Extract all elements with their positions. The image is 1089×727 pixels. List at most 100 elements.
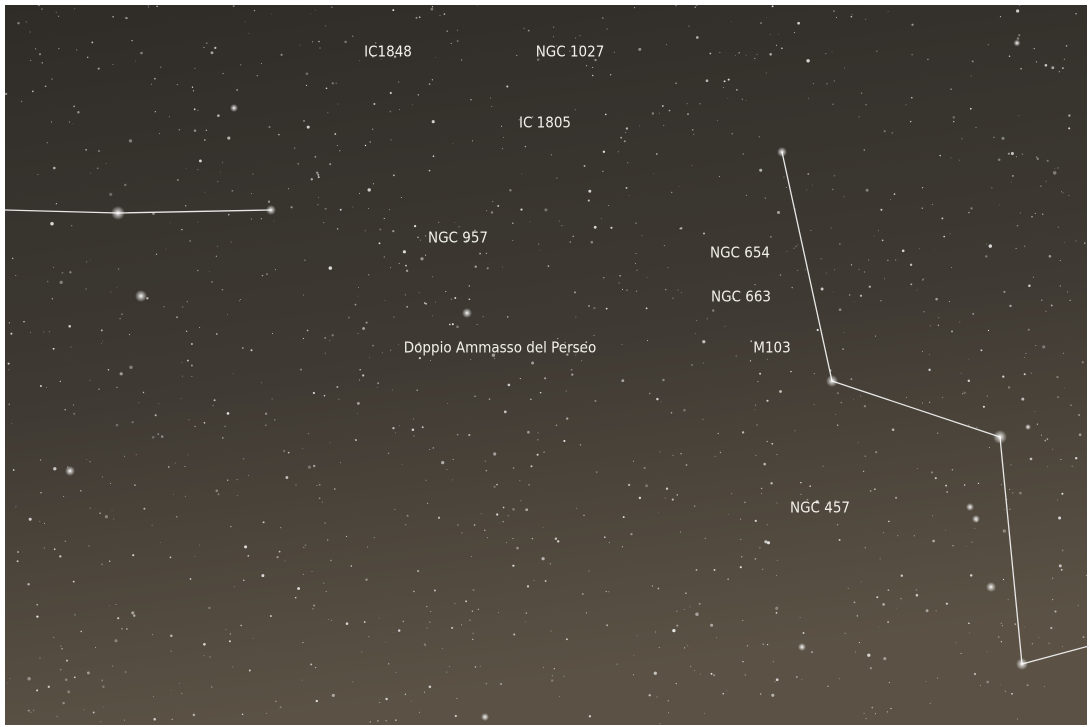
star [901,575,903,577]
star [328,619,329,620]
star [939,155,940,156]
star [859,269,860,270]
star [15,275,16,276]
star [970,207,972,209]
star [247,555,249,557]
star [783,176,784,177]
star [525,508,528,511]
star [32,91,34,93]
star [500,683,502,685]
star [312,41,313,42]
star [8,363,10,365]
star [1022,154,1023,155]
star [592,67,593,68]
star [1018,34,1020,36]
star [36,615,38,617]
star [853,399,854,400]
star [1075,241,1076,242]
star [689,606,690,607]
star [622,289,623,290]
star [80,631,81,632]
star [233,5,235,7]
star [742,661,743,662]
star [135,60,136,61]
star [610,227,612,229]
star [687,645,688,646]
star [232,666,233,667]
star [414,225,416,227]
star [446,672,447,673]
star [699,103,701,105]
star [666,44,667,45]
star [976,427,977,428]
star [797,244,798,245]
star [1078,414,1080,416]
star [57,716,58,717]
star [895,259,896,260]
star [121,628,123,630]
star [618,151,619,152]
star [65,466,75,476]
star [312,608,313,609]
star [883,657,886,660]
star [750,360,751,361]
star [951,330,953,332]
star [272,398,273,399]
star [303,547,304,548]
star [470,359,471,360]
star [971,76,972,77]
star [8,404,10,406]
star [854,602,856,604]
star [101,564,102,565]
star [1064,242,1065,243]
star [70,347,71,348]
star [532,538,533,539]
star [561,225,562,226]
star [986,244,987,245]
star [777,503,778,504]
star [765,197,766,198]
star [777,607,778,608]
star [486,210,487,211]
star [318,176,320,178]
star [483,316,484,317]
star [288,188,289,189]
star [936,610,937,611]
star [1059,71,1060,72]
star [655,632,656,633]
star [777,211,780,214]
star [440,15,441,16]
star [633,655,634,656]
star [193,714,196,717]
star [475,266,477,268]
star [331,620,332,621]
star [12,258,13,259]
star [40,385,42,387]
star [391,139,392,140]
star [589,571,590,572]
star [332,334,334,336]
star [36,604,37,605]
star [559,696,560,697]
object-label: NGC 457 [790,499,850,517]
star [652,112,654,114]
star [384,300,385,301]
star [1010,509,1011,510]
star [398,81,399,82]
star [310,663,312,665]
star [315,10,316,11]
star [790,371,791,372]
star [379,617,380,618]
star [1035,213,1036,214]
star [742,620,743,621]
star [968,359,969,360]
star [285,476,288,479]
star [1011,152,1014,155]
star [288,452,290,454]
star [767,441,768,442]
star [664,245,665,246]
star [770,34,771,35]
star [392,389,393,390]
star [808,98,809,99]
star [334,133,336,135]
